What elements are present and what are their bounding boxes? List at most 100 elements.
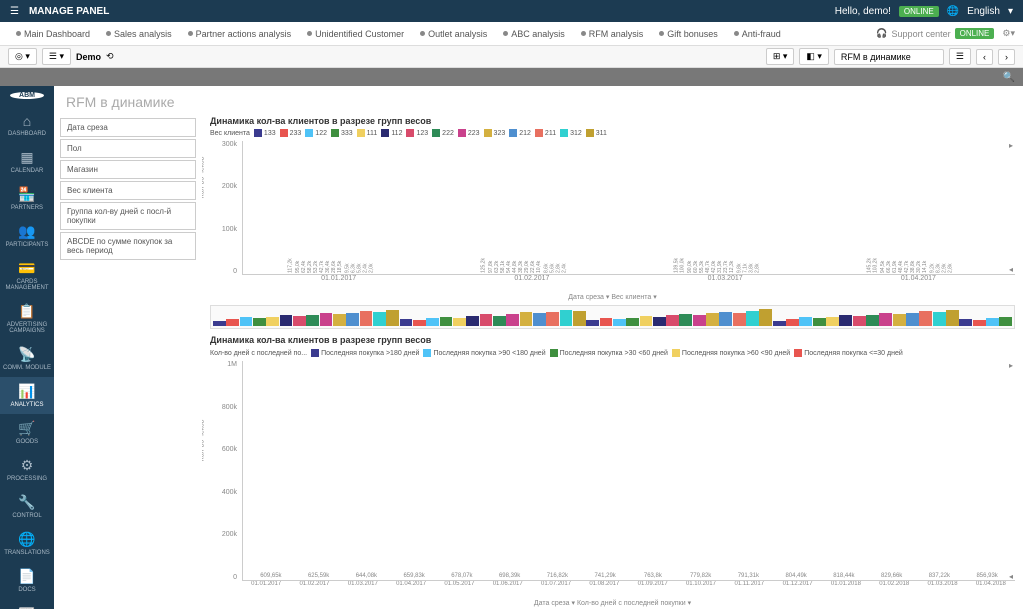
legend-key[interactable]: Последняя покупка >60 <90 дней xyxy=(672,349,790,357)
legend-key[interactable]: Последняя покупка >90 <180 дней xyxy=(423,349,545,357)
tab-outlet-analysis[interactable]: Outlet analysis xyxy=(412,29,495,39)
filter-магазин[interactable]: Магазин xyxy=(60,160,196,179)
legend-key[interactable]: 312 xyxy=(560,129,582,137)
legend-key[interactable]: 133 xyxy=(254,129,276,137)
sidebar-item-participants[interactable]: 👥PARTICIPANTS xyxy=(0,217,54,254)
scroll-right-icon[interactable]: ▸ xyxy=(1009,141,1013,150)
legend-key[interactable]: 223 xyxy=(458,129,480,137)
bar-label: 28,6k xyxy=(330,261,336,273)
legend-key[interactable]: 111 xyxy=(357,129,378,137)
bar-label: 54,4k xyxy=(505,261,511,273)
filter-abcde-по-сумме-покупок-за-весь-период[interactable]: ABCDE по сумме покупок за весь период xyxy=(60,232,196,260)
sidebar-item-docs[interactable]: 📄DOCS xyxy=(0,562,54,599)
sidebar-label: PARTNERS xyxy=(11,205,43,211)
filter-пол[interactable]: Пол xyxy=(60,139,196,158)
mini-bar xyxy=(546,312,559,326)
tab-main-dashboard[interactable]: Main Dashboard xyxy=(8,29,98,39)
tab-label: Sales analysis xyxy=(114,29,172,39)
layout-button-1[interactable]: ⊞ ▾ xyxy=(766,48,795,65)
mini-bar xyxy=(679,314,692,326)
legend-key[interactable]: 112 xyxy=(381,129,402,137)
sidebar-item-control[interactable]: 🔧CONTROL xyxy=(0,488,54,525)
bar-label: 42,7k xyxy=(318,261,324,273)
filter-вес-клиента[interactable]: Вес клиента xyxy=(60,181,196,200)
sidebar-item-goods[interactable]: 🛒GOODS xyxy=(0,414,54,451)
gray-strip: 🔍 xyxy=(0,68,1023,86)
sidebar-label: GOODS xyxy=(16,439,38,445)
demo-label[interactable]: Demo xyxy=(76,52,101,62)
legend-key[interactable]: 122 xyxy=(305,129,327,137)
sidebar-item-processing[interactable]: ⚙PROCESSING xyxy=(0,451,54,488)
sidebar-item-calendar[interactable]: ▦CALENDAR xyxy=(0,143,54,180)
sync-icon[interactable]: ⟲ xyxy=(106,51,114,62)
tab-sales-analysis[interactable]: Sales analysis xyxy=(98,29,180,39)
bar-label: 97,8k xyxy=(487,261,493,273)
scroll-left-icon[interactable]: ◂ xyxy=(1009,265,1013,274)
breadcrumb[interactable]: RFM в динамике xyxy=(834,49,944,65)
tab-anti-fraud[interactable]: Anti-fraud xyxy=(726,29,789,39)
mini-bar xyxy=(999,317,1012,326)
next-button[interactable]: › xyxy=(998,49,1015,65)
support-link[interactable]: Support center xyxy=(892,29,951,39)
target-button[interactable]: ◎ ▾ xyxy=(8,48,37,65)
legend-text: 122 xyxy=(315,130,327,137)
mini-bar xyxy=(786,319,799,326)
prev-button[interactable]: ‹ xyxy=(976,49,993,65)
legend-key[interactable]: Последняя покупка >180 дней xyxy=(311,349,419,357)
legend-key[interactable]: Последняя покупка >30 <60 дней xyxy=(550,349,668,357)
sidebar-item-analytics[interactable]: 📊ANALYTICS xyxy=(0,377,54,414)
filter-button[interactable]: ☰ ▾ xyxy=(42,48,71,65)
tab-partner-actions-analysis[interactable]: Partner actions analysis xyxy=(180,29,300,39)
tab-bar: Main Dashboard Sales analysis Partner acti… xyxy=(0,22,1023,46)
layout-button-2[interactable]: ◧ ▾ xyxy=(799,48,829,65)
mini-bar xyxy=(320,313,333,326)
legend-text: 133 xyxy=(264,130,276,137)
sidebar-item-cards-management[interactable]: 💳CARDS MANAGEMENT xyxy=(0,254,54,297)
sidebar-item-advertising-campaigns[interactable]: 📋ADVERTISING CAMPAIGNS xyxy=(0,297,54,340)
search-icon[interactable]: 🔍 xyxy=(1003,72,1015,83)
mini-bar xyxy=(906,313,919,327)
legend-key[interactable]: 222 xyxy=(432,129,454,137)
legend-key[interactable]: 323 xyxy=(484,129,506,137)
chart2-axis-caption[interactable]: Дата среза ▾ Кол-во дней с последней пок… xyxy=(210,599,1015,607)
legend-key[interactable]: 212 xyxy=(509,129,531,137)
mini-chart-strip[interactable] xyxy=(210,305,1015,329)
filter-дата-среза[interactable]: Дата среза xyxy=(60,118,196,137)
menu-icon[interactable]: ☰ xyxy=(10,6,19,17)
sidebar-item-dashboard[interactable]: ⌂DASHBOARD xyxy=(0,107,54,143)
legend-key[interactable]: 311 xyxy=(586,129,607,137)
bar-label: 9,5k xyxy=(344,264,350,273)
bar-label: 66,3k xyxy=(885,261,891,273)
bookmark-button[interactable]: ☰ xyxy=(949,48,971,65)
legend-key[interactable]: 123 xyxy=(406,129,428,137)
legend-key[interactable]: 211 xyxy=(535,129,556,137)
sidebar-icon: ⌂ xyxy=(23,113,31,129)
sidebar-icon: ⚙ xyxy=(21,457,34,474)
bar-total-label: 644,08k xyxy=(356,573,377,579)
chart1-axis-caption[interactable]: Дата среза ▾ Вес клиента ▾ xyxy=(210,293,1015,301)
bar-total-label: 625,59k xyxy=(308,573,329,579)
language-selector[interactable]: English xyxy=(967,6,1000,17)
bar-label: 9,2k xyxy=(929,264,935,273)
sidebar-item-comm-module[interactable]: 📡COMM. MODULE xyxy=(0,340,54,377)
tab-unidentified-customer[interactable]: Unidentified Customer xyxy=(299,29,412,39)
sidebar-item-news[interactable]: 📰NEWS xyxy=(0,599,54,609)
legend-swatch xyxy=(535,129,543,137)
sidebar-item-translations[interactable]: 🌐TRANSLATIONS xyxy=(0,525,54,562)
filter-группа-кол-ву-дней-с-посл-й-покупки[interactable]: Группа кол-ву дней с посл-й покупки xyxy=(60,202,196,230)
mini-bar xyxy=(440,317,453,326)
mini-bar xyxy=(600,318,613,326)
legend-key[interactable]: 333 xyxy=(331,129,353,137)
sidebar-item-partners[interactable]: 🏪PARTNERS xyxy=(0,180,54,217)
gear-icon[interactable]: ⚙ xyxy=(1002,28,1010,39)
legend-key[interactable]: 233 xyxy=(280,129,302,137)
tab-abc-analysis[interactable]: ABC analysis xyxy=(495,29,573,39)
tab-rfm-analysis[interactable]: RFM analysis xyxy=(573,29,652,39)
scroll-left-icon[interactable]: ◂ xyxy=(1009,572,1013,581)
tab-dot-icon xyxy=(734,31,739,36)
legend-key[interactable]: Последняя покупка <=30 дней xyxy=(794,349,903,357)
bar-label: 44,8k xyxy=(511,261,517,273)
tab-gift-bonuses[interactable]: Gift bonuses xyxy=(651,29,726,39)
bar-label: 42,7k xyxy=(903,261,909,273)
logo[interactable]: ABM xyxy=(10,92,44,99)
